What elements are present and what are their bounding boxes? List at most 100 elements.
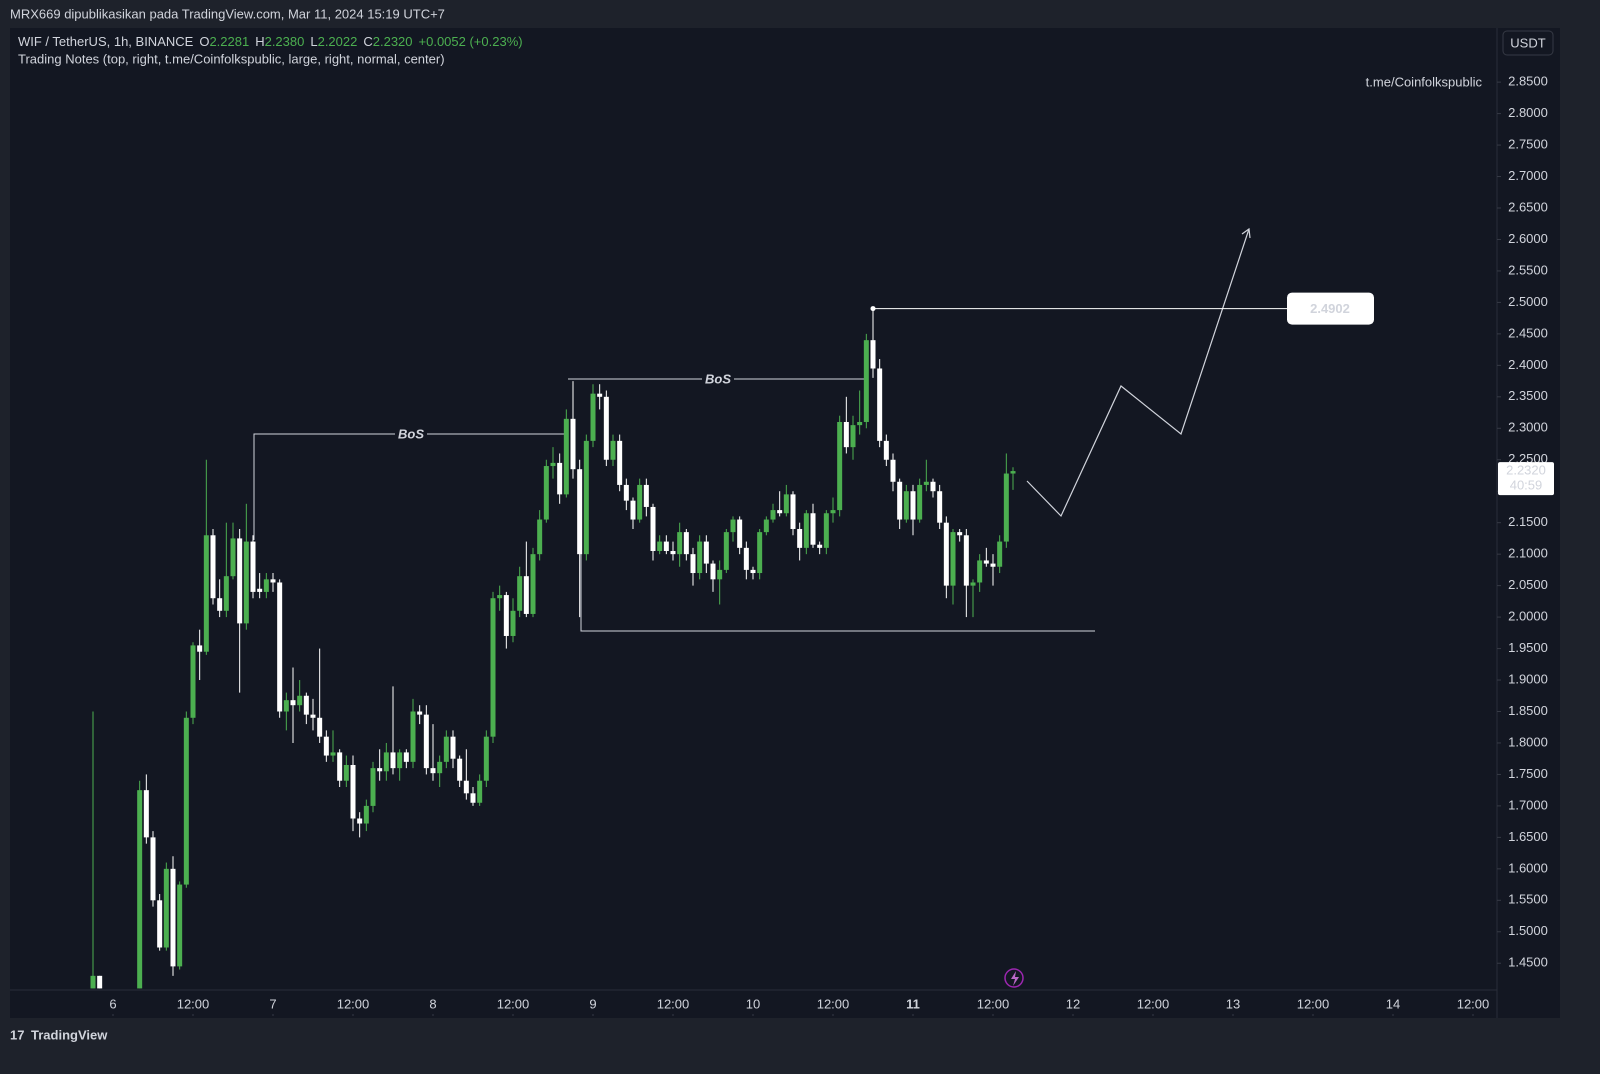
y-tick-label: 2.8000 (1508, 105, 1548, 120)
candle-body (203, 535, 209, 652)
candle-body (377, 768, 383, 772)
candle-body (190, 645, 196, 718)
candle-body (757, 532, 763, 574)
candle-body (483, 736, 489, 781)
candle-body (843, 421, 849, 448)
candle-body (623, 484, 629, 501)
x-tick-label: 11 (906, 996, 920, 1011)
y-tick-label: 1.5500 (1508, 892, 1548, 907)
candle-body (383, 752, 389, 772)
candle-body (510, 610, 516, 636)
candle-body (970, 582, 976, 586)
event-icon[interactable] (1004, 968, 1024, 988)
y-tick-label: 2.6000 (1508, 231, 1548, 246)
candle-body (850, 425, 856, 448)
candle-body (430, 768, 436, 774)
candle-body (403, 752, 409, 762)
candle-body (737, 519, 743, 548)
candle-body (890, 459, 896, 482)
y-tick-label: 1.8000 (1508, 734, 1548, 749)
candle-body (790, 494, 796, 529)
candle-body (603, 396, 609, 460)
candle-body (210, 535, 216, 599)
candle-body (903, 491, 909, 520)
y-tick-label: 2.5500 (1508, 262, 1548, 277)
candle-body (710, 563, 716, 580)
candle-body (643, 484, 649, 507)
currency-box[interactable] (1502, 30, 1554, 56)
candle-body (730, 519, 736, 533)
candle-body (977, 560, 983, 583)
candle-body (743, 547, 749, 570)
candle-body (470, 793, 476, 803)
candle-body (677, 532, 683, 555)
y-tick-label: 2.3000 (1508, 420, 1548, 435)
y-tick-label: 1.9500 (1508, 640, 1548, 655)
candle-body (390, 752, 396, 769)
candle-body (863, 340, 869, 422)
candle-body (923, 481, 929, 485)
candle-body (957, 532, 963, 536)
note: t.me/Coinfolkspublic (1366, 74, 1483, 89)
candle-body (290, 700, 296, 706)
candle-body (197, 645, 203, 652)
y-tick-label: 2.7000 (1508, 168, 1548, 183)
candle-body (257, 588, 263, 592)
symbol: WIF / TetherUS, 1h, BINANCE O2.2281 H2.238… (18, 34, 523, 49)
y-tick-label: 1.8500 (1508, 703, 1548, 718)
x-tick-label: 12:00 (977, 996, 1010, 1011)
candle-body (583, 440, 589, 555)
x-tick-label: 12:00 (657, 996, 690, 1011)
candle-body (423, 714, 429, 769)
candle-body (637, 484, 643, 520)
candle-body (270, 579, 276, 583)
y-tick-label: 1.9000 (1508, 671, 1548, 686)
peak-label: 2.4902 (1310, 301, 1350, 316)
candle-body (937, 491, 943, 523)
y-tick-label: 2.4500 (1508, 325, 1548, 340)
candle-body (163, 868, 169, 948)
candle-body (877, 368, 883, 441)
low: 2.2022 (318, 34, 358, 49)
c-label: C (363, 34, 372, 49)
peak-box (1287, 292, 1374, 325)
candle-body (577, 469, 583, 555)
y-tick-label: 2.6500 (1508, 199, 1548, 214)
currency[interactable]: USDT (1510, 35, 1545, 50)
candle-body (797, 528, 803, 548)
candle-body (277, 582, 283, 712)
candle-body (363, 805, 369, 824)
candle-body (683, 532, 689, 555)
candle-body (97, 975, 103, 989)
candle-body (437, 761, 443, 774)
candle-body (317, 717, 323, 737)
candle-body (490, 598, 496, 737)
candle-body (263, 579, 269, 592)
candle-body (517, 576, 523, 611)
x-tick-label: 12 (1066, 996, 1080, 1011)
candle-body (443, 736, 449, 762)
candle-body (217, 598, 223, 611)
y-tick-label: 2.5000 (1508, 294, 1548, 309)
o-label: O (199, 34, 209, 49)
bos-line (253, 433, 566, 540)
candle-body (770, 510, 776, 520)
candle-body (337, 752, 343, 781)
candle-body (310, 714, 316, 718)
candle-body (910, 491, 916, 520)
candle-body (990, 563, 996, 567)
candle-body (630, 500, 636, 520)
candle-body (1010, 471, 1016, 474)
published: MRX669 dipublikasikan pada TradingView.c… (10, 6, 445, 21)
candle-body (690, 554, 696, 574)
candle-body (657, 541, 663, 552)
candle-body (590, 393, 596, 441)
candle-body (477, 780, 483, 803)
candle-body (983, 560, 989, 564)
y-tick-label: 1.6500 (1508, 829, 1548, 844)
candle-body (417, 711, 423, 715)
candle-body (537, 519, 543, 555)
candle-body (250, 541, 256, 592)
